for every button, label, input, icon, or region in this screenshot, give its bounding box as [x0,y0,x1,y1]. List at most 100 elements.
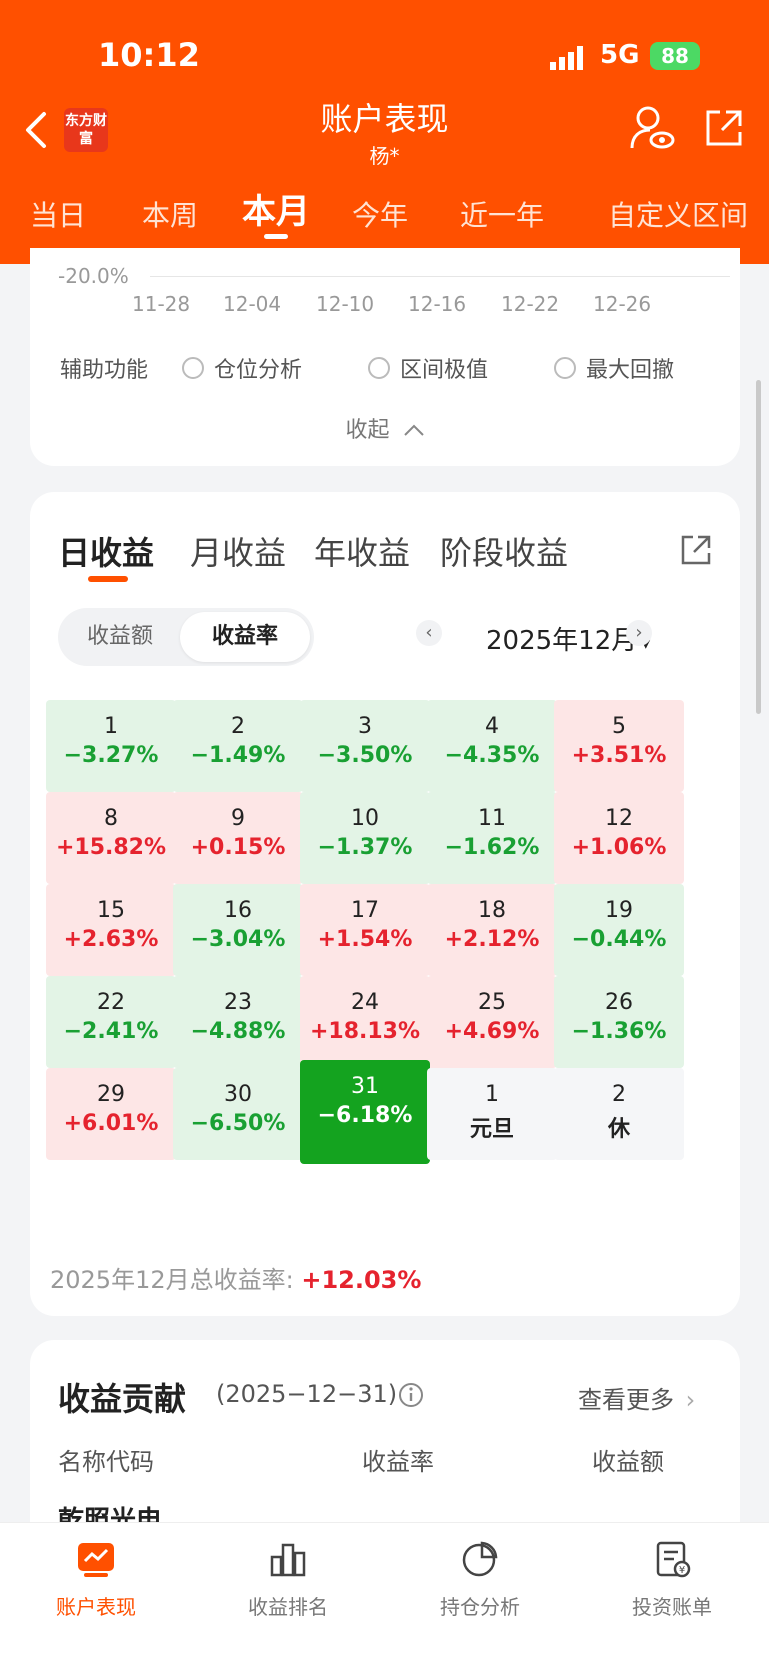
daily-returns-card: 日收益 月收益 年收益 阶段收益 收益额 收益率 ‹ 2025年12月▾ › 周… [30,492,740,1316]
calendar-day[interactable]: 2 −1.49% [173,700,303,792]
next-month-button[interactable]: › [626,620,652,646]
info-icon[interactable] [398,1382,424,1408]
day-number: 9 [231,806,245,831]
day-number: 29 [97,1082,125,1107]
calendar-day[interactable]: 9 +0.15% [173,792,303,884]
calendar-day[interactable]: 26 −1.36% [554,976,684,1068]
calendar-day[interactable]: 3 −3.50% [300,700,430,792]
aux-option-label: 最大回撤 [586,358,675,383]
day-number: 15 [97,898,125,923]
calendar-day[interactable]: 1 −3.27% [46,700,176,792]
nav-label: 投资账单 [632,1595,712,1619]
day-return-value: −3.27% [63,743,159,768]
day-return-value: 休 [607,1117,630,1142]
tab-daily-returns[interactable]: 日收益 [58,534,155,572]
nav-return-ranking[interactable]: 收益排名 [208,1539,368,1620]
day-number: 22 [97,990,125,1015]
calendar-day[interactable]: 11 −1.62% [427,792,557,884]
view-more-label: 查看更多 [578,1386,674,1414]
tab-year[interactable]: 今年 [352,199,409,232]
view-more-link[interactable]: 查看更多 › [578,1380,695,1415]
tab-week[interactable]: 本周 [142,199,199,232]
day-return-value: +4.69% [444,1019,540,1044]
day-return-value: −0.44% [571,927,667,952]
month-selector[interactable]: 2025年12月▾ [486,620,650,657]
prev-month-button[interactable]: ‹ [416,620,442,646]
calendar-day[interactable]: 17 +1.54% [300,884,430,976]
nav-label: 持仓分析 [440,1595,520,1619]
calendar-day[interactable]: 22 −2.41% [46,976,176,1068]
column-header-amount[interactable]: 收益额 [592,1448,664,1476]
axis-line [150,276,730,277]
pie-chart-icon [462,1541,498,1577]
aux-option-drawdown[interactable]: 最大回撤 [554,352,674,384]
bar-chart-icon [270,1543,306,1577]
day-return-value: −6.18% [317,1103,413,1128]
scrollbar[interactable] [756,380,761,714]
day-number: 2 [612,1082,626,1107]
day-number: 10 [351,806,379,831]
day-return-value: +1.06% [571,835,667,860]
active-tab-indicator [264,234,288,239]
toggle-amount[interactable]: 收益额 [86,624,153,649]
calendar-day[interactable]: 25 +4.69% [427,976,557,1068]
day-number: 1 [104,714,118,739]
day-return-value: +3.51% [571,743,667,768]
aux-option-position[interactable]: 仓位分析 [182,352,302,384]
tab-custom-range[interactable]: 自定义区间 [608,199,749,232]
period-tabs: 当日 本周 本月 今年 近一年 自定义区间 [0,178,769,239]
x-tick: 12-10 [316,292,375,316]
share-icon[interactable] [702,106,746,150]
toggle-rate[interactable]: 收益率 [180,612,310,662]
calendar-day[interactable]: 4 −4.35% [427,700,557,792]
calendar-day[interactable]: 19 −0.44% [554,884,684,976]
day-return-value: +2.12% [444,927,540,952]
calendar-day[interactable]: 23 −4.88% [173,976,303,1068]
day-return-value: −2.41% [63,1019,159,1044]
calendar-day[interactable]: 12 +1.06% [554,792,684,884]
calendar-day-today[interactable]: 31 −6.18% [300,1060,430,1164]
calendar-day[interactable]: 5 +3.51% [554,700,684,792]
calendar-day[interactable]: 30 −6.50% [173,1068,303,1160]
column-header-rate[interactable]: 收益率 [362,1448,434,1476]
day-return-value: +18.13% [309,1019,421,1044]
radio-icon[interactable] [368,357,390,379]
tab-month[interactable]: 本月 [242,192,310,232]
day-number: 30 [224,1082,252,1107]
nav-holding-analysis[interactable]: 持仓分析 [400,1539,560,1620]
tab-stage-returns[interactable]: 阶段收益 [440,534,569,572]
tab-last-year[interactable]: 近一年 [460,199,545,232]
nav-account-performance[interactable]: 账户表现 [16,1539,176,1620]
tab-today[interactable]: 当日 [30,199,87,232]
radio-icon[interactable] [554,357,576,379]
aux-option-extreme[interactable]: 区间极值 [368,352,488,384]
calendar-day[interactable]: 8 +15.82% [46,792,176,884]
day-return-value: −6.50% [190,1111,286,1136]
calendar-day[interactable]: 10 −1.37% [300,792,430,884]
nav-investment-bill[interactable]: ¥ 投资账单 [592,1539,752,1620]
back-arrow-icon[interactable] [22,110,52,150]
app-header: 10:12 5G 88 东方财富 账户表现 杨* 当日 本周 本月 今年 近一年… [0,0,769,264]
calendar-day[interactable]: 15 +2.63% [46,884,176,976]
calendar-day[interactable]: 18 +2.12% [427,884,557,976]
share-icon[interactable] [678,532,714,568]
calendar-day[interactable]: 24 +18.13% [300,976,430,1068]
user-eye-icon[interactable] [628,104,676,152]
calendar-day[interactable]: 1 元旦 [427,1068,557,1160]
collapse-button[interactable]: 收起 [30,412,740,444]
day-number: 24 [351,990,379,1015]
contribution-title: 收益贡献 [58,1380,187,1418]
day-return-value: −1.49% [190,743,286,768]
active-period-indicator [88,576,128,582]
day-number: 4 [485,714,499,739]
calendar-day[interactable]: 29 +6.01% [46,1068,176,1160]
x-tick: 12-26 [593,292,652,316]
tab-monthly-returns[interactable]: 月收益 [190,534,287,572]
tab-yearly-returns[interactable]: 年收益 [314,534,411,572]
collapse-label: 收起 [345,418,390,443]
calendar-day[interactable]: 16 −3.04% [173,884,303,976]
radio-icon[interactable] [182,357,204,379]
day-return-value: −1.36% [571,1019,667,1044]
day-return-value: −3.50% [317,743,413,768]
